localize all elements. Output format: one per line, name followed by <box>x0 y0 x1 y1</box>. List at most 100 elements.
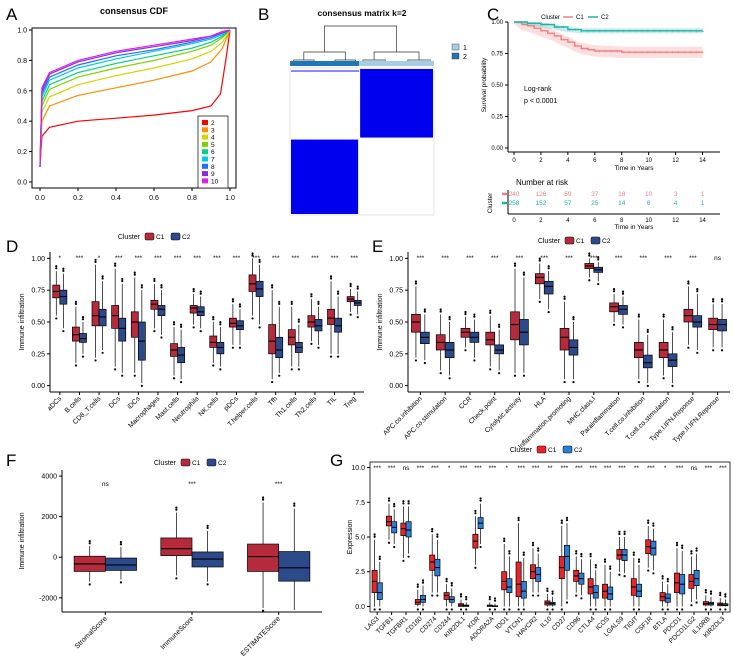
censor-mark: + <box>568 40 571 46</box>
legend-swatch-k3 <box>202 127 208 133</box>
matrix-block-cluster-2 <box>291 139 359 214</box>
box-body <box>72 326 80 342</box>
outlier-point <box>278 302 281 306</box>
legend-swatch-k6 <box>202 149 208 155</box>
outlier-point <box>517 516 520 519</box>
outlier-point <box>464 349 467 352</box>
category-label: DCs <box>108 395 123 410</box>
outlier-point <box>175 506 178 509</box>
outlier-point <box>560 519 563 522</box>
box-body <box>515 561 522 598</box>
outlier-point <box>563 297 566 300</box>
outlier-point <box>690 550 693 553</box>
outlier-point <box>565 519 569 522</box>
outlier-point <box>436 533 439 536</box>
outlier-point <box>153 330 156 333</box>
significance-label: *** <box>676 465 684 472</box>
outlier-point <box>618 530 621 533</box>
significance-label: *** <box>417 255 425 262</box>
outlier-point <box>387 499 391 502</box>
outlier-point <box>724 593 727 596</box>
censor-mark: + <box>580 46 583 52</box>
outlier-point <box>336 292 340 295</box>
box-body <box>307 315 316 328</box>
outlier-point <box>704 608 707 611</box>
censor-mark: + <box>556 34 559 40</box>
x-tick-label: 14 <box>699 158 706 164</box>
significance-label: * <box>59 255 62 262</box>
box-c2-stromalscore <box>104 541 137 584</box>
chart-title: consensus CDF <box>100 6 169 16</box>
outlier-point <box>531 544 535 547</box>
outlier-point <box>489 309 492 312</box>
legend-title: Cluster <box>118 234 141 241</box>
risk-x-tick-label: 2 <box>539 218 543 224</box>
box-c2-apc.co.inhibition <box>420 308 430 365</box>
box-c2-type.ii.ifn.reponse <box>717 298 727 352</box>
outlier-point <box>258 260 261 264</box>
censor-mark: + <box>556 25 559 31</box>
censor-mark: + <box>695 50 698 56</box>
panel-label-b: B <box>258 5 269 24</box>
outlier-point <box>681 544 684 547</box>
significance-label: *** <box>618 465 626 472</box>
censor-mark: + <box>592 48 595 54</box>
censor-mark: + <box>610 29 613 35</box>
significance-label: *** <box>115 255 123 262</box>
censor-mark: + <box>562 38 565 44</box>
outlier-point <box>423 361 426 365</box>
box-c1-th2.cells <box>307 293 316 345</box>
outlier-point <box>310 293 313 296</box>
outlier-point <box>709 608 713 611</box>
censor-mark: + <box>562 25 565 31</box>
significance-label: *** <box>135 255 143 262</box>
outlier-point <box>387 541 391 544</box>
outlier-point <box>160 286 163 289</box>
box-c1-til <box>327 275 335 358</box>
box-c2-cd96 <box>578 552 585 600</box>
box-c2-t.cell.co.stimulation <box>667 326 678 387</box>
category-label: APC.co.stimulation <box>403 395 449 441</box>
outlier-point <box>290 368 293 371</box>
box-c1-kir2dl1 <box>458 593 464 611</box>
outlier-point <box>378 608 381 611</box>
box-body <box>411 314 421 333</box>
legend-swatch-2 <box>451 52 460 60</box>
significance-label: *** <box>417 465 425 472</box>
box-c2-tgfb1 <box>391 502 398 549</box>
outlier-point <box>465 598 468 601</box>
censor-mark: + <box>616 49 619 55</box>
outlier-point <box>575 552 578 555</box>
box-c2-neutrophils <box>196 290 205 333</box>
significance-label: * <box>506 465 509 472</box>
outlier-point <box>231 298 235 301</box>
outlier-point <box>179 323 183 326</box>
outlier-point <box>293 504 296 507</box>
censor-mark: + <box>647 50 650 56</box>
box-c1-adora2a <box>486 595 493 611</box>
censor-mark: + <box>634 50 637 56</box>
box-body <box>59 289 68 305</box>
outlier-point <box>632 553 635 556</box>
box-c2-ccr <box>469 313 480 362</box>
outlier-point <box>508 608 511 611</box>
outlier-point <box>423 308 426 311</box>
outlier-point <box>503 537 506 540</box>
cdf-line-k3 <box>39 29 231 167</box>
outlier-point <box>546 589 549 593</box>
outlier-point <box>522 374 526 377</box>
outlier-point <box>681 546 684 549</box>
box-body <box>268 324 277 355</box>
cdf-line-k9 <box>39 29 231 167</box>
outlier-point <box>594 563 597 567</box>
legend-swatch-k9 <box>202 171 208 177</box>
y-tick-label: 0.25 <box>491 115 503 121</box>
significance-label: *** <box>575 465 583 472</box>
outlier-point <box>88 583 91 586</box>
box-c1-type.ii.ifn.reponse <box>708 298 718 352</box>
significance-label: *** <box>561 465 569 472</box>
outlier-point <box>612 323 616 326</box>
legend-swatch-k5 <box>202 141 208 147</box>
km-curve-c1 <box>514 21 703 53</box>
